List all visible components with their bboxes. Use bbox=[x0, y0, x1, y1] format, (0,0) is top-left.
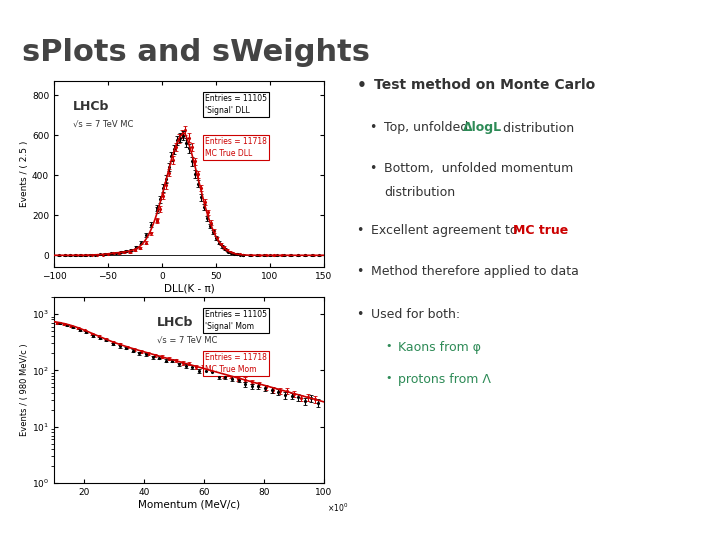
Text: LHCb PID - XING: LHCb PID - XING bbox=[22, 521, 109, 531]
Y-axis label: Events / ( 980 MeV/c ): Events / ( 980 MeV/c ) bbox=[20, 344, 30, 436]
Text: •: • bbox=[369, 162, 377, 175]
Text: sPlots and sWeights: sPlots and sWeights bbox=[22, 38, 369, 67]
Text: •: • bbox=[356, 265, 364, 278]
Text: •: • bbox=[356, 78, 366, 93]
X-axis label: DLL(K - π): DLL(K - π) bbox=[163, 284, 215, 294]
Text: Entries = 11718
MC True DLL: Entries = 11718 MC True DLL bbox=[205, 137, 267, 158]
Text: Kaons from φ: Kaons from φ bbox=[398, 341, 481, 354]
Text: Entries = 11718
MC True Mom: Entries = 11718 MC True Mom bbox=[205, 353, 267, 374]
Text: Method therefore applied to data: Method therefore applied to data bbox=[371, 265, 579, 278]
Text: √s = 7 TeV MC: √s = 7 TeV MC bbox=[157, 336, 217, 345]
Text: Entries = 11105
'Signal' DLL: Entries = 11105 'Signal' DLL bbox=[205, 94, 267, 115]
Text: distribution: distribution bbox=[499, 122, 574, 134]
Text: LHCb: LHCb bbox=[157, 315, 193, 329]
Text: Entries = 11105
'Signal' Mom: Entries = 11105 'Signal' Mom bbox=[205, 310, 267, 331]
Text: •: • bbox=[356, 224, 364, 237]
Text: •: • bbox=[385, 373, 392, 383]
Text: Test method on Monte Carlo: Test method on Monte Carlo bbox=[374, 78, 595, 92]
Text: •: • bbox=[369, 122, 377, 134]
Text: Top, unfolded: Top, unfolded bbox=[384, 122, 472, 134]
Text: $\times10^0$: $\times10^0$ bbox=[327, 502, 348, 514]
Text: L: L bbox=[14, 457, 25, 475]
X-axis label: Momentum (MeV/c): Momentum (MeV/c) bbox=[138, 500, 240, 510]
Text: ΔlogL: ΔlogL bbox=[463, 122, 502, 134]
Text: 24: 24 bbox=[681, 519, 698, 532]
Text: •: • bbox=[385, 341, 392, 352]
Text: Γ: Γ bbox=[15, 487, 24, 502]
Text: distribution: distribution bbox=[384, 186, 455, 199]
Text: •: • bbox=[356, 308, 364, 321]
Text: 2010-06-07: 2010-06-07 bbox=[417, 521, 476, 531]
Text: Used for both:: Used for both: bbox=[371, 308, 460, 321]
Text: protons from Λ: protons from Λ bbox=[398, 373, 491, 386]
Text: MC true: MC true bbox=[513, 224, 569, 237]
Y-axis label: Events / ( 2.5 ): Events / ( 2.5 ) bbox=[20, 141, 29, 207]
Text: Excellent agreement to: Excellent agreement to bbox=[371, 224, 521, 237]
Text: LHCb: LHCb bbox=[73, 99, 109, 113]
Text: √s = 7 TeV MC: √s = 7 TeV MC bbox=[73, 120, 133, 129]
Text: Bottom,  unfolded momentum: Bottom, unfolded momentum bbox=[384, 162, 573, 175]
